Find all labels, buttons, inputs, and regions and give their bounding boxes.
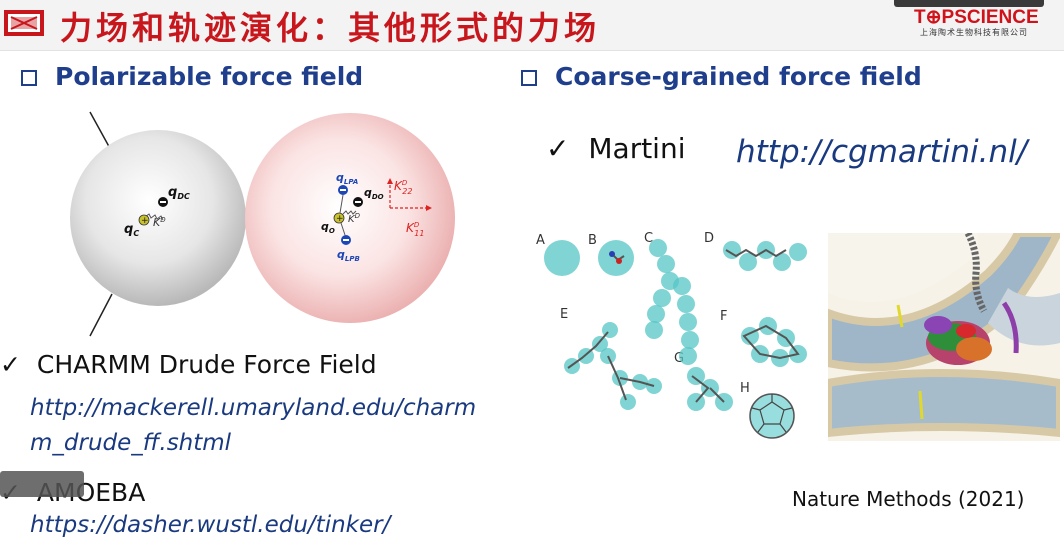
svg-text:qDO: qDO bbox=[364, 186, 384, 201]
svg-text:KD: KD bbox=[153, 216, 166, 229]
panel-label-b: B bbox=[588, 233, 597, 248]
charmm-drude-link-line1[interactable]: http://mackerell.umaryland.edu/charm bbox=[30, 395, 477, 421]
video-overlay-badge bbox=[0, 471, 84, 497]
logo-icon bbox=[4, 10, 44, 36]
panel-label-h: H bbox=[740, 381, 750, 396]
martini-link[interactable]: http://cgmartini.nl/ bbox=[736, 134, 1028, 170]
label-k22: K bbox=[394, 179, 403, 193]
martini-label: Martini bbox=[588, 132, 686, 165]
svg-text:+: + bbox=[336, 214, 344, 224]
svg-text:qLPB: qLPB bbox=[337, 248, 360, 263]
panel-label-e: E bbox=[560, 307, 568, 322]
label-q-lpb: q bbox=[337, 248, 345, 261]
membrane-fusion-figure bbox=[828, 233, 1060, 441]
label-q-dc: q bbox=[168, 185, 177, 200]
brand-topbar bbox=[894, 0, 1044, 7]
polarizable-heading: Polarizable force field bbox=[21, 62, 363, 91]
svg-text:qDC: qDC bbox=[168, 185, 190, 201]
panel-label-d: D bbox=[704, 231, 714, 246]
label-q-do: q bbox=[364, 186, 372, 199]
checkmark-icon: ✓ bbox=[546, 132, 570, 165]
checkbox-bullet-icon bbox=[521, 70, 537, 86]
label-q-c: q bbox=[124, 222, 133, 237]
citation-text: Nature Methods (2021) bbox=[792, 487, 1025, 511]
charmm-drude-item: ✓ CHARMM Drude Force Field bbox=[0, 350, 377, 379]
drude-model-figure: + + qDC qC KD qLPA qDO KD 22 qO KD KD 11 q… bbox=[70, 111, 455, 337]
label-k11: K bbox=[406, 221, 415, 235]
martini-molecules-figure: A B C D E F G H bbox=[528, 226, 820, 444]
slide-header: 力场和轨迹演化：其他形式的力场 T⊕PSCIENCE 上海陶术生物科技有限公司 bbox=[0, 0, 1064, 51]
svg-text:qC: qC bbox=[124, 222, 139, 238]
panel-label-a: A bbox=[536, 233, 545, 248]
checkbox-bullet-icon bbox=[21, 70, 37, 86]
svg-text:KD: KD bbox=[348, 212, 361, 225]
amoeba-link[interactable]: https://dasher.wustl.edu/tinker/ bbox=[30, 512, 391, 538]
svg-text:+: + bbox=[141, 216, 149, 226]
panel-label-c: C bbox=[644, 231, 653, 246]
label-q-lpa: q bbox=[336, 171, 344, 184]
panel-label-f: F bbox=[720, 309, 727, 324]
brand-subtitle: 上海陶术生物科技有限公司 bbox=[920, 28, 1028, 37]
label-k-d-left: K bbox=[153, 216, 161, 229]
checkmark-icon: ✓ bbox=[0, 350, 21, 379]
brand-logo: T⊕PSCIENCE 上海陶术生物科技有限公司 bbox=[890, 0, 1060, 40]
martini-item: ✓ Martini bbox=[546, 132, 686, 165]
coarse-grained-heading: Coarse-grained force field bbox=[521, 62, 922, 91]
slide-title: 力场和轨迹演化：其他形式的力场 bbox=[60, 9, 601, 47]
svg-text:qLPA: qLPA bbox=[336, 171, 358, 186]
label-q-o: q bbox=[321, 220, 329, 233]
charmm-drude-label: CHARMM Drude Force Field bbox=[36, 350, 377, 379]
svg-text:qO: qO bbox=[321, 220, 335, 235]
label-k-d-right: K bbox=[348, 214, 356, 225]
charmm-drude-link-line2[interactable]: m_drude_ff.shtml bbox=[30, 430, 232, 456]
panel-label-g: G bbox=[674, 351, 684, 366]
brand-name: T⊕PSCIENCE bbox=[914, 7, 1039, 28]
